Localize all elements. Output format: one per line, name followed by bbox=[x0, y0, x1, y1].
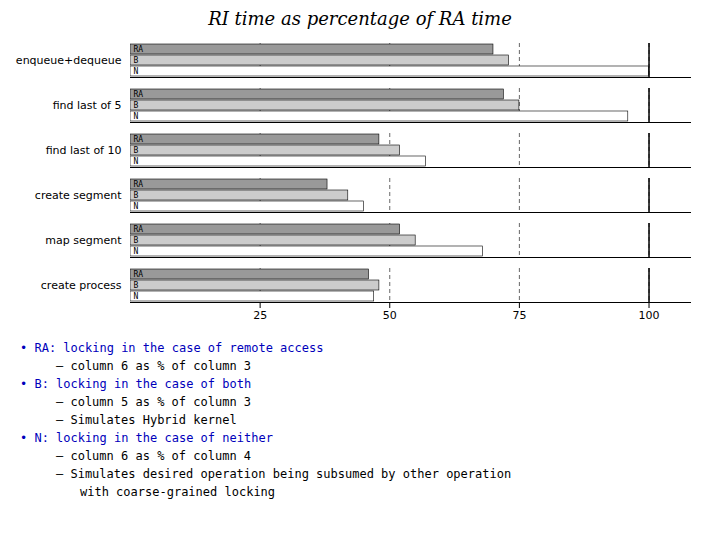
svg-text:find last of 5: find last of 5 bbox=[53, 99, 122, 112]
svg-text:RA: RA bbox=[134, 270, 144, 279]
html-text:• N: locking in the case of ne: • N: locking in the case of neither bbox=[20, 431, 273, 445]
html-text:– column 6 as % of column 4: – column 6 as % of column 4 bbox=[56, 449, 252, 463]
svg-text:25: 25 bbox=[253, 309, 267, 322]
svg-text:N: N bbox=[134, 292, 139, 301]
html-text:– Simulates desired operation: – Simulates desired operation being subs… bbox=[56, 467, 512, 481]
svg-text:B: B bbox=[134, 236, 139, 245]
svg-text:RA: RA bbox=[134, 180, 144, 189]
svg-text:RA: RA bbox=[134, 45, 144, 54]
svg-text:N: N bbox=[134, 157, 139, 166]
html-text:– column 5 as % of column 3: – column 5 as % of column 3 bbox=[56, 395, 252, 409]
svg-text:B: B bbox=[134, 191, 139, 200]
svg-text:B: B bbox=[134, 281, 139, 290]
svg-text:enqueue+dequeue: enqueue+dequeue bbox=[16, 54, 122, 67]
svg-text:N: N bbox=[134, 67, 139, 76]
svg-text:N: N bbox=[134, 112, 139, 121]
svg-text:create segment: create segment bbox=[35, 189, 122, 202]
html-text:RI time as percentage of RA ti: RI time as percentage of RA time bbox=[208, 8, 512, 29]
svg-text:100: 100 bbox=[639, 309, 660, 322]
svg-text:create process: create process bbox=[41, 279, 122, 292]
svg-text:B: B bbox=[134, 101, 139, 110]
svg-text:RA: RA bbox=[134, 90, 144, 99]
svg-text:N: N bbox=[134, 247, 139, 256]
html-text:– column 6 as % of column 3: – column 6 as % of column 3 bbox=[56, 359, 252, 373]
svg-text:B: B bbox=[134, 146, 139, 155]
svg-text:B: B bbox=[134, 56, 139, 65]
svg-text:50: 50 bbox=[383, 309, 397, 322]
svg-text:N: N bbox=[134, 202, 139, 211]
svg-text:RA: RA bbox=[134, 135, 144, 144]
html-text:with coarse-grained locking: with coarse-grained locking bbox=[80, 485, 276, 499]
svg-text:find last of 10: find last of 10 bbox=[46, 144, 122, 157]
html-text:• B: locking in the case of bo: • B: locking in the case of both bbox=[20, 377, 252, 391]
html-text:• RA: locking in the case of r: • RA: locking in the case of remote acce… bbox=[20, 341, 324, 355]
html-text:– Simulates Hybrid kernel: – Simulates Hybrid kernel bbox=[56, 413, 237, 427]
svg-text:RA: RA bbox=[134, 225, 144, 234]
svg-text:map segment: map segment bbox=[45, 234, 122, 247]
svg-text:75: 75 bbox=[512, 309, 526, 322]
